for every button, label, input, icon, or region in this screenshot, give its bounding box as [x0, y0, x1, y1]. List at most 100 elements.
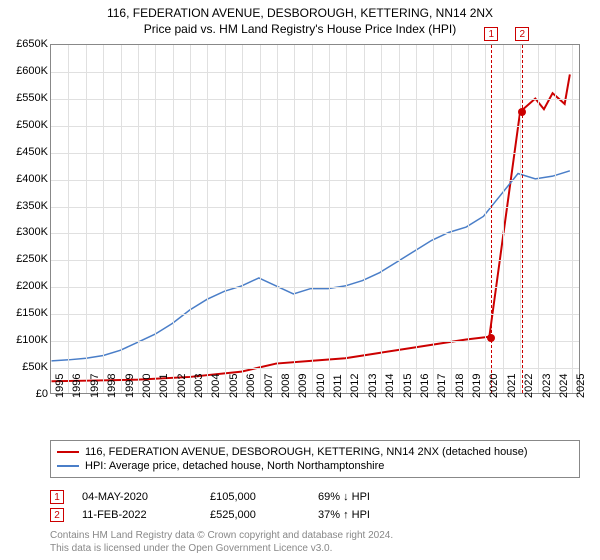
annotation-delta: 69% ↓ HPI [318, 491, 428, 503]
gridline-v [538, 45, 539, 393]
legend-label: 116, FEDERATION AVENUE, DESBOROUGH, KETT… [85, 446, 528, 458]
chart-subtitle: Price paid vs. HM Land Registry's House … [0, 20, 600, 36]
gridline-h [51, 314, 579, 315]
y-tick-label: £200K [16, 280, 48, 292]
gridline-h [51, 99, 579, 100]
x-tick-label: 1996 [71, 374, 83, 398]
annotation-table: 104-MAY-2020£105,00069% ↓ HPI211-FEB-202… [50, 488, 580, 524]
x-tick-label: 2001 [158, 374, 170, 398]
legend-label: HPI: Average price, detached house, Nort… [85, 460, 384, 472]
x-tick-label: 2009 [297, 374, 309, 398]
gridline-v [86, 45, 87, 393]
gridline-h [51, 126, 579, 127]
gridline-v [433, 45, 434, 393]
x-tick-label: 1999 [124, 374, 136, 398]
y-tick-label: £600K [16, 65, 48, 77]
annotation-date: 11-FEB-2022 [82, 509, 192, 521]
footer: Contains HM Land Registry data © Crown c… [50, 530, 580, 555]
gridline-v [155, 45, 156, 393]
y-tick-label: £500K [16, 119, 48, 131]
x-tick-label: 2025 [575, 374, 587, 398]
legend-swatch [57, 465, 79, 467]
gridline-v [294, 45, 295, 393]
y-tick-label: £450K [16, 146, 48, 158]
chart-title: 116, FEDERATION AVENUE, DESBOROUGH, KETT… [0, 0, 600, 20]
x-tick-label: 2002 [176, 374, 188, 398]
y-tick-label: £300K [16, 226, 48, 238]
x-tick-label: 2013 [367, 374, 379, 398]
legend-swatch [57, 451, 79, 453]
x-tick-label: 2017 [436, 374, 448, 398]
y-tick-label: £100K [16, 334, 48, 346]
marker-box-2: 2 [515, 27, 529, 41]
legend-item-0: 116, FEDERATION AVENUE, DESBOROUGH, KETT… [57, 445, 573, 459]
annotation-id-box: 1 [50, 490, 64, 504]
footer-line-2: This data is licensed under the Open Gov… [50, 543, 580, 556]
x-tick-label: 2015 [402, 374, 414, 398]
chart-container: 116, FEDERATION AVENUE, DESBOROUGH, KETT… [0, 0, 600, 560]
gridline-v [468, 45, 469, 393]
marker-line-2 [522, 45, 523, 393]
x-tick-label: 2005 [228, 374, 240, 398]
gridline-h [51, 341, 579, 342]
annotation-row-1: 104-MAY-2020£105,00069% ↓ HPI [50, 488, 580, 506]
annotation-delta: 37% ↑ HPI [318, 509, 428, 521]
y-tick-label: £250K [16, 253, 48, 265]
gridline-v [242, 45, 243, 393]
x-tick-label: 2016 [419, 374, 431, 398]
legend: 116, FEDERATION AVENUE, DESBOROUGH, KETT… [50, 440, 580, 478]
x-tick-label: 2020 [488, 374, 500, 398]
gridline-v [555, 45, 556, 393]
gridline-h [51, 153, 579, 154]
x-tick-label: 1995 [54, 374, 66, 398]
x-tick-label: 2014 [384, 374, 396, 398]
gridline-v [399, 45, 400, 393]
gridline-v [190, 45, 191, 393]
marker-dot-2 [518, 108, 526, 116]
marker-dot-1 [487, 334, 495, 342]
x-tick-label: 2003 [193, 374, 205, 398]
gridline-v [346, 45, 347, 393]
gridline-v [485, 45, 486, 393]
gridline-v [451, 45, 452, 393]
x-tick-label: 2011 [332, 374, 344, 398]
gridline-v [503, 45, 504, 393]
gridline-h [51, 180, 579, 181]
x-tick-label: 2022 [523, 374, 535, 398]
x-tick-label: 2012 [349, 374, 361, 398]
gridline-v [138, 45, 139, 393]
annotation-price: £105,000 [210, 491, 300, 503]
gridline-v [381, 45, 382, 393]
gridline-v [416, 45, 417, 393]
gridline-h [51, 260, 579, 261]
plot-area: 12 [50, 44, 580, 394]
gridline-v [572, 45, 573, 393]
gridline-v [103, 45, 104, 393]
y-tick-label: £350K [16, 200, 48, 212]
gridline-v [207, 45, 208, 393]
x-tick-label: 2000 [141, 374, 153, 398]
x-tick-label: 2008 [280, 374, 292, 398]
x-tick-label: 1998 [106, 374, 118, 398]
gridline-h [51, 233, 579, 234]
gridline-v [68, 45, 69, 393]
marker-box-1: 1 [484, 27, 498, 41]
gridline-v [329, 45, 330, 393]
y-tick-label: £50K [22, 361, 48, 373]
x-tick-label: 2007 [263, 374, 275, 398]
x-tick-label: 2023 [541, 374, 553, 398]
x-tick-label: 2018 [454, 374, 466, 398]
y-tick-label: £550K [16, 92, 48, 104]
y-tick-label: £650K [16, 38, 48, 50]
legend-item-1: HPI: Average price, detached house, Nort… [57, 459, 573, 473]
x-tick-label: 2010 [315, 374, 327, 398]
gridline-h [51, 72, 579, 73]
gridline-v [225, 45, 226, 393]
gridline-v [121, 45, 122, 393]
footer-line-1: Contains HM Land Registry data © Crown c… [50, 530, 580, 543]
gridline-v [364, 45, 365, 393]
x-tick-label: 1997 [89, 374, 101, 398]
gridline-h [51, 368, 579, 369]
x-tick-label: 2021 [506, 374, 518, 398]
annotation-price: £525,000 [210, 509, 300, 521]
